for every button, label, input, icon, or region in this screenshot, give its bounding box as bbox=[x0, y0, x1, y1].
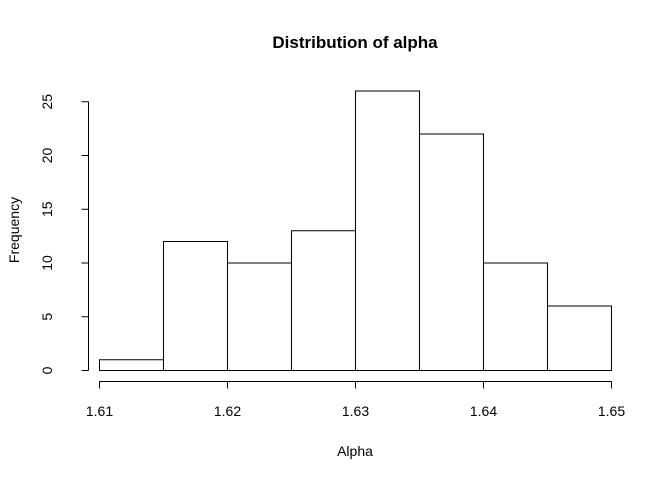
x-tick-label: 1.65 bbox=[598, 403, 625, 419]
x-axis: 1.61 1.62 1.63 1.64 1.65 bbox=[86, 381, 625, 419]
x-tick-label: 1.63 bbox=[342, 403, 369, 419]
histogram-bar bbox=[99, 359, 164, 371]
histogram-bars bbox=[99, 90, 612, 371]
y-tick-label: 20 bbox=[39, 148, 55, 164]
x-tick-label: 1.61 bbox=[86, 403, 113, 419]
y-tick-label: 5 bbox=[39, 313, 55, 321]
y-tick-label: 0 bbox=[39, 366, 55, 374]
x-tick-label: 1.62 bbox=[214, 403, 241, 419]
histogram-bar bbox=[547, 305, 612, 371]
histogram-bar bbox=[291, 230, 356, 371]
histogram-bar bbox=[483, 262, 548, 371]
chart-title: Distribution of alpha bbox=[272, 33, 438, 52]
histogram-bar bbox=[163, 241, 228, 371]
y-tick-label: 15 bbox=[39, 201, 55, 217]
y-tick-label: 25 bbox=[39, 94, 55, 110]
y-tick-label: 10 bbox=[39, 255, 55, 271]
x-axis-label: Alpha bbox=[337, 443, 373, 459]
histogram-bar bbox=[419, 133, 484, 371]
histogram-bar bbox=[227, 262, 292, 371]
y-axis-label: Frequency bbox=[6, 197, 22, 263]
y-axis: 0 5 10 15 20 25 bbox=[39, 94, 89, 374]
histogram-bar bbox=[355, 90, 420, 371]
x-tick-label: 1.64 bbox=[470, 403, 497, 419]
